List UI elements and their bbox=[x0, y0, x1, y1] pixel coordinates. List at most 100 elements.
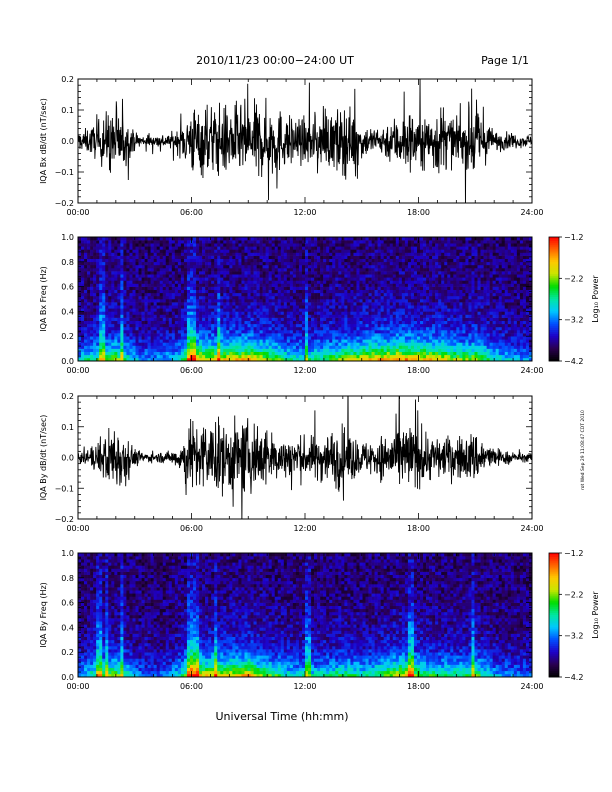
panel-2-heat-cell bbox=[174, 271, 179, 275]
panel-2-heat-cell bbox=[126, 246, 130, 250]
panel-2-heat-cell bbox=[108, 323, 112, 328]
panel-2-heat-cell bbox=[247, 283, 251, 287]
panel-2-heat-cell bbox=[292, 255, 297, 259]
panel-2-heat-cell bbox=[305, 305, 309, 309]
panel-2-heat-cell bbox=[305, 345, 309, 349]
panel-2-heat-cell bbox=[429, 311, 433, 315]
panel-2-heat-cell bbox=[365, 317, 369, 321]
panel-2-heat-cell bbox=[126, 243, 130, 247]
panel-2-heat-cell bbox=[383, 277, 388, 281]
panel-2-heat-cell bbox=[81, 348, 85, 352]
panel-2-heat-cell bbox=[401, 320, 406, 325]
panel-2-heat-cell bbox=[174, 292, 179, 297]
panel-2-heat-cell bbox=[93, 286, 97, 290]
panel-2-heat-cell bbox=[301, 320, 306, 325]
panel-2-heat-cell bbox=[286, 249, 291, 253]
panel-2-heat-cell bbox=[168, 243, 173, 247]
panel-2-heat-cell bbox=[250, 243, 254, 247]
panel-2-heat-cell bbox=[168, 339, 173, 343]
panel-2-heat-cell bbox=[320, 326, 324, 331]
panel-2-heat-cell bbox=[268, 345, 273, 349]
panel-2-heat-cell bbox=[429, 320, 433, 325]
panel-2-heat-cell bbox=[380, 323, 384, 328]
panel-2-heat-cell bbox=[362, 249, 366, 253]
panel-2-heat-cell bbox=[105, 261, 109, 266]
panel-2-heat-cell bbox=[344, 295, 348, 300]
panel-2-heat-cell bbox=[380, 289, 384, 294]
panel-2-heat-cell bbox=[259, 305, 263, 309]
panel-2-heat-cell bbox=[241, 326, 245, 331]
panel-2-heat-cell bbox=[359, 271, 363, 275]
panel-2-heat-cell bbox=[347, 264, 351, 269]
panel-2-heat-cell bbox=[435, 240, 439, 244]
panel-2-heat-cell bbox=[420, 354, 424, 359]
panel-2-heat-cell bbox=[332, 342, 336, 346]
panel-2-heat-cell bbox=[183, 286, 188, 290]
panel-2-heat-cell bbox=[232, 255, 236, 259]
panel-2-heat-cell bbox=[177, 237, 182, 241]
panel-2-heat-cell bbox=[199, 308, 203, 312]
panel-2-heat-cell bbox=[395, 323, 400, 328]
panel-2-heat-cell bbox=[335, 336, 339, 340]
panel-2-heat-cell bbox=[380, 308, 384, 312]
panel-2-heat-cell bbox=[386, 264, 391, 269]
panel-2-heat-cell bbox=[365, 274, 369, 278]
panel-2-heat-cell bbox=[126, 342, 130, 346]
panel-2-heat-cell bbox=[232, 292, 236, 297]
panel-2-heat-cell bbox=[444, 295, 448, 300]
panel-2-heat-cell bbox=[292, 330, 297, 334]
panel-2-heat-cell bbox=[311, 333, 315, 337]
panel-2-heat-cell bbox=[168, 323, 173, 328]
panel-2-heat-cell bbox=[326, 330, 330, 334]
panel-2-heat-cell bbox=[344, 255, 348, 259]
panel-2-heat-cell bbox=[374, 271, 378, 275]
panel-2-heat-cell bbox=[244, 351, 248, 356]
panel-2-heat-cell bbox=[277, 246, 282, 250]
panel-2-heat-cell bbox=[320, 289, 324, 294]
panel-2-heat-cell bbox=[117, 339, 121, 343]
panel-2-heat-cell bbox=[359, 299, 363, 303]
panel-2-heat-cell bbox=[444, 299, 448, 303]
panel-2-heat-cell bbox=[235, 264, 239, 269]
panel-2-heat-cell bbox=[380, 342, 384, 346]
panel-2-heat-cell bbox=[274, 351, 279, 356]
panel-2-heat-cell bbox=[150, 317, 154, 321]
panel-2-heat-cell bbox=[202, 271, 206, 275]
panel-2-heat-cell bbox=[305, 299, 309, 303]
panel-2-heat-cell bbox=[114, 289, 118, 294]
panel-2-heat-cell bbox=[105, 277, 109, 281]
panel-2-heat-cell bbox=[371, 348, 375, 352]
panel-2-heat-cell bbox=[211, 308, 215, 312]
panel-2-heat-cell bbox=[341, 252, 345, 256]
panel-2-heat-cell bbox=[410, 283, 415, 287]
panel-2-heat-cell bbox=[247, 240, 251, 244]
panel-2-heat-cell bbox=[389, 274, 394, 278]
panel-2-heat-cell bbox=[214, 280, 218, 284]
panel-2-heat-cell bbox=[247, 326, 251, 331]
panel-2-heat-cell bbox=[123, 342, 127, 346]
panel-2-heat-cell bbox=[235, 311, 239, 315]
panel-2-heat-cell bbox=[171, 240, 176, 244]
panel-2-heat-cell bbox=[338, 237, 342, 241]
panel-2-heat-cell bbox=[444, 342, 448, 346]
panel-2-heat-cell bbox=[202, 243, 206, 247]
panel-2-heat-cell bbox=[108, 330, 112, 334]
panel-2-heat-cell bbox=[268, 292, 273, 297]
panel-2-heat-cell bbox=[277, 314, 282, 318]
panel-2-heat-cell bbox=[247, 317, 251, 321]
panel-2-heat-cell bbox=[238, 274, 242, 278]
panel-2-heat-cell bbox=[250, 292, 254, 297]
panel-2-heat-cell bbox=[283, 317, 288, 321]
panel-2-heat-cell bbox=[420, 320, 424, 325]
panel-2-heat-cell bbox=[102, 326, 106, 331]
panel-2-heat-cell bbox=[314, 317, 318, 321]
panel-2-heat-cell bbox=[117, 292, 121, 297]
panel-2-heat-cell bbox=[147, 237, 151, 241]
panel-2-heat-cell bbox=[205, 326, 209, 331]
panel-2-heat-cell bbox=[398, 268, 403, 272]
panel-2-heat-cell bbox=[404, 308, 409, 312]
panel-2-heat-cell bbox=[407, 277, 412, 281]
panel-2-heat-cell bbox=[147, 354, 151, 359]
panel-2-heat-cell bbox=[332, 311, 336, 315]
panel-2-heat-cell bbox=[410, 317, 415, 321]
